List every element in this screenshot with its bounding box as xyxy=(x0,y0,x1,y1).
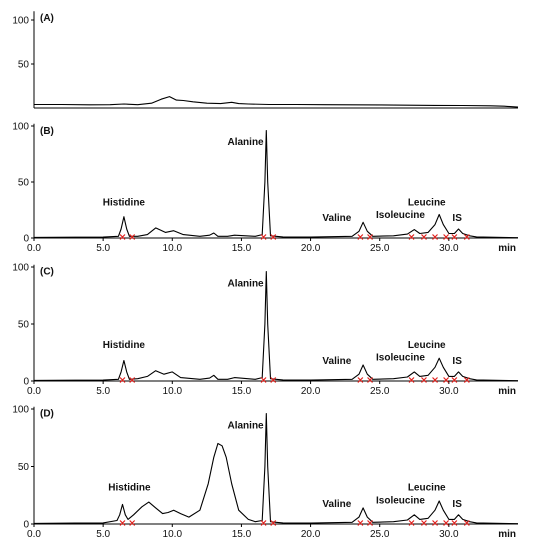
panel-4-x-tick-label: 10.0 xyxy=(163,529,183,540)
panel-4-baseline-mark xyxy=(451,520,458,526)
panel-2-y-tick-label: 100 xyxy=(12,122,29,133)
panel-2-baseline-mark xyxy=(270,234,277,240)
panel-4-baseline-mark xyxy=(432,520,438,526)
panel-3-baseline-mark xyxy=(408,377,415,383)
panel-4-x-tick-label: 25.0 xyxy=(370,529,390,540)
panel-3-baseline-mark xyxy=(367,377,373,383)
panel-4-baseline-mark xyxy=(408,520,415,526)
panel-1-y-tick-label: 50 xyxy=(18,60,30,71)
panel-2-baseline-mark xyxy=(451,234,458,240)
panel-4-x-tick-label: 20.0 xyxy=(301,529,321,540)
panel-3-baseline-mark xyxy=(463,377,470,383)
panel-4-baseline-mark xyxy=(421,520,427,526)
panel-4-x-tick-label: 0.0 xyxy=(27,529,41,540)
panel-4-baseline-mark xyxy=(270,520,277,526)
panel-4-x-unit: min xyxy=(498,529,516,540)
panel-2-baseline-mark xyxy=(443,234,450,240)
panel-2-x-tick-label: 20.0 xyxy=(301,243,321,254)
panel-2-peak-label: Alanine xyxy=(228,137,265,148)
panel-4-peak-label: Leucine xyxy=(408,483,446,494)
panel-4-baseline-mark xyxy=(357,520,364,526)
panel-2-x-unit: min xyxy=(498,243,516,254)
panel-4-y-tick-label: 0 xyxy=(23,520,29,531)
panel-1-label: (A) xyxy=(40,13,54,24)
panel-4-x-tick-label: 30.0 xyxy=(439,529,459,540)
panel-2-x-tick-label: 5.0 xyxy=(96,243,110,254)
panel-2-x-tick-label: 15.0 xyxy=(232,243,252,254)
panel-2-baseline-mark xyxy=(421,234,427,240)
panel-2-y-tick-label: 50 xyxy=(18,178,30,189)
panel-4-peak-label: Alanine xyxy=(228,421,265,432)
panel-2-peak-label: Isoleucine xyxy=(376,210,425,221)
panel-3-peak-label: Histidine xyxy=(103,340,146,351)
panel-2-baseline-mark xyxy=(119,234,126,240)
panel-2-baseline-mark xyxy=(408,234,415,240)
panel-1-y-tick-label: 100 xyxy=(12,16,29,27)
panel-2-baseline-mark xyxy=(357,234,364,240)
panel-3-x-unit: min xyxy=(498,386,516,397)
panel-2-x-tick-label: 30.0 xyxy=(439,243,459,254)
panel-2-peak-label: Valine xyxy=(322,213,351,224)
panel-3-x-tick-label: 30.0 xyxy=(439,386,459,397)
panel-4-x-tick-label: 5.0 xyxy=(96,529,110,540)
panel-2-baseline-mark xyxy=(367,234,373,240)
panel-3-peak-label: Leucine xyxy=(408,340,446,351)
panel-3-baseline-mark xyxy=(129,377,136,383)
panel-4-peak-label: Isoleucine xyxy=(376,495,425,506)
panel-4-trace-1 xyxy=(33,413,519,525)
panel-2-baseline-mark xyxy=(463,234,470,240)
panel-2-x-tick-label: 0.0 xyxy=(27,243,41,254)
panel-2-peak-label: Leucine xyxy=(408,198,446,209)
panel-4-baseline-mark xyxy=(119,520,126,526)
panel-1-trace-1 xyxy=(34,96,519,108)
panel-3-baseline-mark xyxy=(357,377,364,383)
panel-2-x-tick-label: 10.0 xyxy=(163,243,183,254)
panel-4-peak-label: Valine xyxy=(322,499,351,510)
panel-4-baseline-mark xyxy=(443,520,450,526)
panel-4-baseline-mark xyxy=(260,520,267,526)
panel-3-peak-label: IS xyxy=(452,356,462,367)
panel-2-y-tick-label: 0 xyxy=(23,234,29,245)
panel-3-baseline-mark xyxy=(421,377,427,383)
panel-4-x-tick-label: 15.0 xyxy=(232,529,252,540)
panel-3-x-tick-label: 10.0 xyxy=(163,386,183,397)
panel-3-peak-label: Valine xyxy=(322,356,351,367)
panel-3-y-tick-label: 50 xyxy=(18,320,30,331)
panel-3-label: (C) xyxy=(40,267,54,278)
panel-4-baseline-mark xyxy=(367,520,373,526)
panel-2-baseline-mark xyxy=(260,234,267,240)
panel-3-baseline-mark xyxy=(270,377,277,383)
panel-3-peak-label: Isoleucine xyxy=(376,352,425,363)
panel-2-peak-label: IS xyxy=(452,213,462,224)
panel-2-baseline-mark xyxy=(129,234,136,240)
panel-3-baseline-mark xyxy=(260,377,267,383)
panel-2-label: (B) xyxy=(40,126,54,137)
panel-3-peak-label: Alanine xyxy=(228,278,265,289)
panel-3-x-tick-label: 0.0 xyxy=(27,386,41,397)
panel-4-y-tick-label: 100 xyxy=(12,405,29,416)
panel-4-y-tick-label: 50 xyxy=(18,462,30,473)
panel-3-y-tick-label: 100 xyxy=(12,263,29,274)
panel-3-baseline-mark xyxy=(432,377,438,383)
panel-3-x-tick-label: 25.0 xyxy=(370,386,390,397)
panel-4-baseline-mark xyxy=(463,520,470,526)
panel-4-peak-label: IS xyxy=(452,499,462,510)
panel-3-y-tick-label: 0 xyxy=(23,377,29,388)
panel-3-x-tick-label: 15.0 xyxy=(232,386,252,397)
panel-3-baseline-mark xyxy=(119,377,126,383)
panel-3-trace-1 xyxy=(33,271,519,382)
panel-4-baseline-mark xyxy=(129,520,136,526)
panel-2-trace-1 xyxy=(33,129,519,239)
panel-2-peak-label: Histidine xyxy=(103,198,146,209)
panel-2-x-tick-label: 25.0 xyxy=(370,243,390,254)
panel-4-label: (D) xyxy=(40,409,54,420)
panel-3-x-tick-label: 5.0 xyxy=(96,386,110,397)
panel-3-baseline-mark xyxy=(443,377,450,383)
panel-4-peak-label: Histidine xyxy=(108,483,151,494)
panel-2-baseline-mark xyxy=(432,234,438,240)
panel-3-x-tick-label: 20.0 xyxy=(301,386,321,397)
panel-3-baseline-mark xyxy=(451,377,458,383)
